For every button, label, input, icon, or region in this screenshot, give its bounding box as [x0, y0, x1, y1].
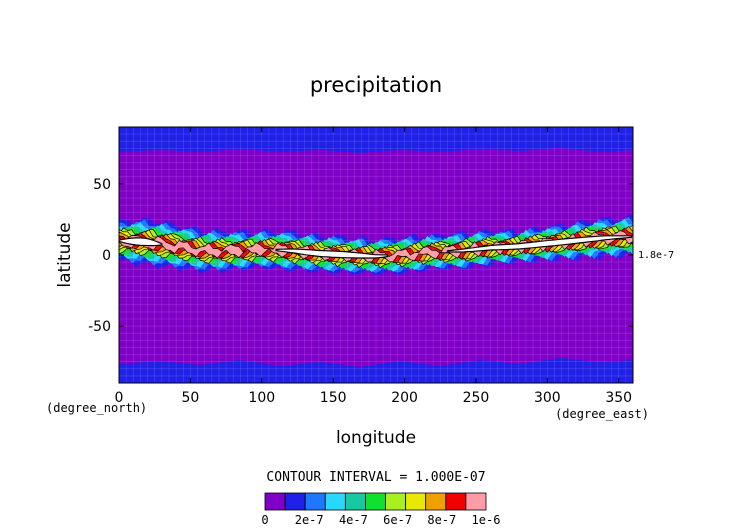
x-unit-label: (degree_east)	[555, 407, 649, 421]
y-tick-label: 0	[102, 248, 111, 264]
contour-interval-text: CONTOUR INTERVAL = 1.000E-07	[266, 470, 485, 485]
grid-lines	[119, 127, 633, 383]
colorbar-swatch	[465, 492, 487, 511]
north-blue-band	[119, 127, 633, 153]
y-tick-label: -50	[88, 319, 111, 335]
x-tick-label: 350	[605, 390, 632, 406]
precipitation-bands	[119, 215, 633, 275]
colorbar-tick-label: 4e-7	[339, 513, 368, 527]
south-blue-band	[119, 358, 633, 383]
x-axis-label: longitude	[336, 428, 416, 448]
x-tick-label: 0	[115, 390, 124, 406]
colorbar-swatch	[344, 492, 366, 511]
y-axis: -50 0 50	[88, 177, 633, 335]
chart-title: precipitation	[310, 73, 442, 97]
y-tick-label: 50	[93, 177, 111, 193]
colorbar-swatch	[405, 492, 427, 511]
colorbar-swatch	[425, 492, 447, 511]
x-tick-label: 50	[181, 390, 199, 406]
colorbar-swatch	[304, 492, 326, 511]
x-tick-label: 150	[320, 390, 347, 406]
colorbar-swatch	[365, 492, 386, 511]
colorbar-swatch	[385, 492, 407, 511]
colorbar-tick-labels: 0 2e-7 4e-7 6e-7 8e-7 1e-6	[261, 513, 500, 527]
colorbar-tick-label: 1e-6	[472, 513, 501, 527]
contour-label: 1.8e-7	[638, 250, 674, 261]
contour-fill-level-9	[119, 227, 633, 264]
colorbar-swatch	[445, 492, 467, 511]
x-tick-label: 100	[248, 390, 275, 406]
contour-core-1	[275, 248, 388, 259]
x-axis: 0 50 100 150 200 250 300 350	[115, 127, 632, 406]
contour-core-2	[446, 235, 633, 253]
contour-core-0	[119, 237, 163, 247]
colorbar-swatch	[264, 492, 286, 511]
x-tick-label: 300	[534, 390, 561, 406]
colorbar-tick-label: 2e-7	[295, 513, 324, 527]
x-tick-label: 200	[391, 390, 418, 406]
colorbar-tick-label: 8e-7	[427, 513, 456, 527]
x-tick-label: 250	[463, 390, 490, 406]
y-unit-label: (degree_north)	[46, 401, 147, 415]
colorbar-swatch	[284, 492, 306, 511]
colorbar	[264, 492, 487, 511]
colorbar-swatch	[324, 492, 346, 511]
y-axis-label: latitude	[55, 222, 75, 287]
colorbar-tick-label: 0	[261, 513, 268, 527]
colorbar-tick-label: 6e-7	[383, 513, 412, 527]
